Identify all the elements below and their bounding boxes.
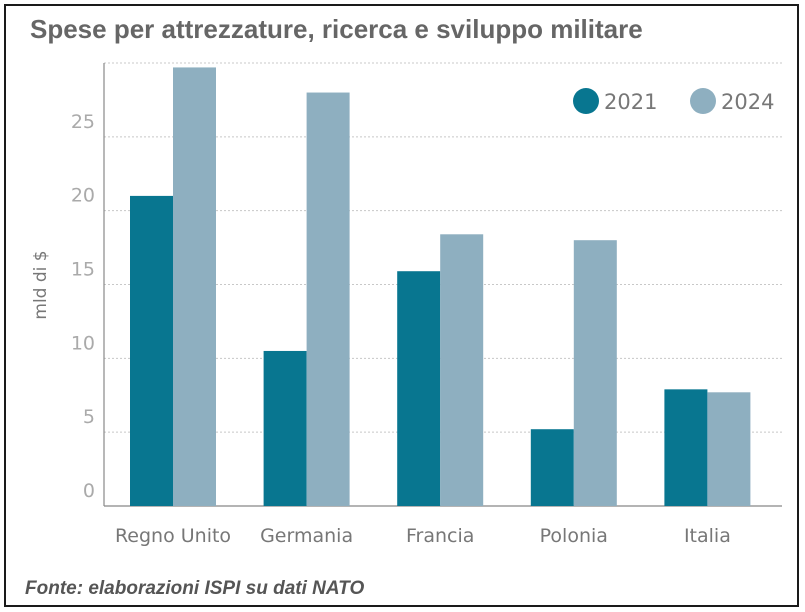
bar-2024-francia <box>440 234 484 506</box>
bar-2021-italia <box>664 389 708 506</box>
x-category-label: Regno Unito <box>115 525 231 547</box>
legend-label-2024: 2024 <box>721 90 774 114</box>
y-tick-label: 10 <box>71 332 95 354</box>
x-category-label: Italia <box>684 525 731 547</box>
x-category-label: Polonia <box>540 525 608 547</box>
bar-2021-germania <box>263 350 307 506</box>
bar-2021-regno-unito <box>130 195 173 506</box>
y-tick-label: 0 <box>83 480 95 502</box>
bar-2024-italia <box>707 392 751 506</box>
y-tick-label: 25 <box>71 111 95 133</box>
x-axis-categories: Regno Unito Germania Francia Polonia Italia <box>115 525 731 547</box>
bars <box>130 67 751 507</box>
chart-title: Spese per attrezzature, ricerca e svilup… <box>30 14 643 44</box>
bar-2021-polonia <box>530 429 574 506</box>
legend: 2021 2024 <box>573 88 774 114</box>
x-category-label: Germania <box>260 525 353 547</box>
legend-marker-2021 <box>573 88 599 114</box>
y-tick-label: 15 <box>71 259 95 281</box>
y-tick-label: 20 <box>71 185 95 207</box>
bar-2021-francia <box>397 271 441 506</box>
legend-marker-2024 <box>690 88 716 114</box>
y-tick-label: 5 <box>83 406 95 428</box>
bar-2024-germania <box>306 92 350 507</box>
source-note: Fonte: elaborazioni ISPI su dati NATO <box>25 578 365 599</box>
y-axis-ticks: 0 5 10 15 20 25 <box>71 111 95 502</box>
bar-2024-regno-unito <box>173 67 216 507</box>
x-category-label: Francia <box>406 525 474 547</box>
bar-2024-polonia <box>573 240 617 506</box>
y-axis-label: mld di $ <box>31 250 51 319</box>
legend-label-2021: 2021 <box>604 90 657 114</box>
